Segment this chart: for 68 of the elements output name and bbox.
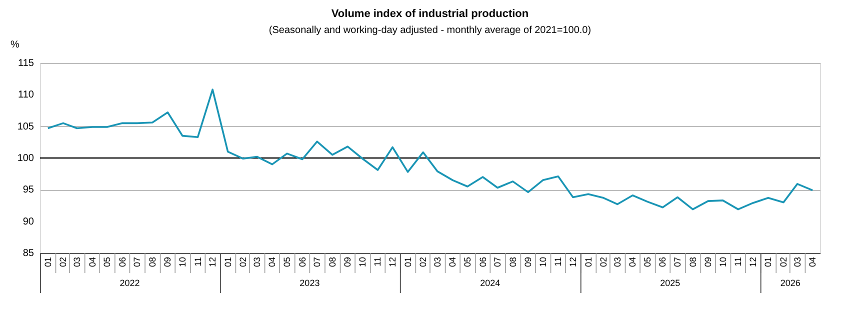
x-tick-label: 12 [748, 257, 758, 268]
x-tick-label: 02 [598, 257, 609, 268]
x-tick-label: 06 [117, 257, 128, 268]
y-axis-title: % [10, 40, 20, 50]
x-tick-label: 01 [763, 257, 774, 268]
x-tick-label: 03 [612, 257, 622, 268]
x-tick-label: 01 [583, 257, 594, 268]
x2-tick-label: 2026 [780, 278, 800, 288]
x-tick-label: 07 [312, 257, 322, 268]
y-tick-label: 90 [22, 216, 34, 228]
x-tick-label: 11 [192, 257, 203, 266]
x-tick-label: 06 [658, 257, 668, 268]
x-tick-label: 11 [372, 257, 383, 266]
x-tick-label: 04 [808, 257, 818, 268]
x-tick-label: 06 [297, 257, 308, 268]
x-tick-label: 08 [147, 257, 158, 268]
y-tick-label: 95 [22, 184, 34, 196]
x-tick-label: 10 [357, 257, 368, 268]
x-tick-label: 05 [282, 257, 292, 268]
x-tick-label: 11 [733, 257, 744, 266]
x-tick-label: 08 [327, 257, 338, 268]
x-tick-label: 09 [342, 257, 353, 268]
y-tick-label: 100 [17, 153, 34, 164]
x-tick-label: 07 [672, 257, 683, 268]
x-tick-label: 01 [42, 257, 53, 268]
x-tick-label: 03 [252, 257, 262, 268]
x-tick-label: 08 [508, 257, 518, 268]
x-tick-label: 10 [718, 257, 728, 268]
x-tick-label: 03 [432, 257, 442, 268]
x-tick-label: 04 [267, 257, 278, 268]
x-tick-label: 10 [538, 257, 548, 268]
x-tick-label: 07 [132, 257, 142, 268]
chart-title: Volume index of industrial production [331, 8, 529, 20]
x2-tick-label: 2023 [300, 278, 320, 288]
x-tick-label: 03 [72, 257, 82, 268]
x-tick-label: 01 [222, 257, 233, 268]
x-tick-label: 05 [102, 257, 112, 268]
x-tick-label: 04 [628, 257, 638, 268]
x-tick-label: 09 [523, 257, 534, 268]
x-tick-label: 05 [642, 257, 652, 268]
x-tick-label: 08 [688, 257, 698, 268]
x-tick-label: 09 [703, 257, 714, 268]
x2-tick-label: 2024 [480, 278, 500, 288]
y-tick-label: 110 [18, 90, 34, 101]
y-tick-label: 85 [22, 248, 34, 259]
x-tick-label: 12 [568, 257, 578, 268]
x-tick-label: 05 [462, 257, 472, 268]
x-tick-label: 02 [418, 257, 428, 268]
x-tick-label: 06 [478, 257, 488, 268]
x-tick-label: 09 [162, 257, 173, 268]
x-tick-label: 11 [553, 257, 564, 266]
x-tick-label: 07 [492, 257, 503, 268]
x-tick-label: 10 [177, 257, 188, 268]
x2-tick-label: 2025 [660, 278, 680, 288]
x2-tick-label: 2022 [120, 278, 140, 288]
x-tick-label: 04 [87, 257, 98, 268]
x-tick-label: 01 [402, 257, 413, 268]
y-tick-label: 115 [18, 58, 34, 69]
line-series [46, 88, 814, 210]
chart-subtitle: (Seasonally and working-day adjusted - monthly average of 2021=100.0) [268, 25, 592, 36]
x-tick-label: 04 [448, 257, 458, 268]
x-tick-label: 02 [58, 257, 68, 268]
x-tick-label: 03 [792, 257, 802, 268]
y-tick-label: 105 [17, 121, 34, 132]
x-tick-label: 12 [388, 257, 398, 268]
x-tick-label: 02 [238, 257, 248, 268]
x-tick-label: 12 [208, 257, 218, 268]
x-tick-label: 02 [778, 257, 789, 268]
